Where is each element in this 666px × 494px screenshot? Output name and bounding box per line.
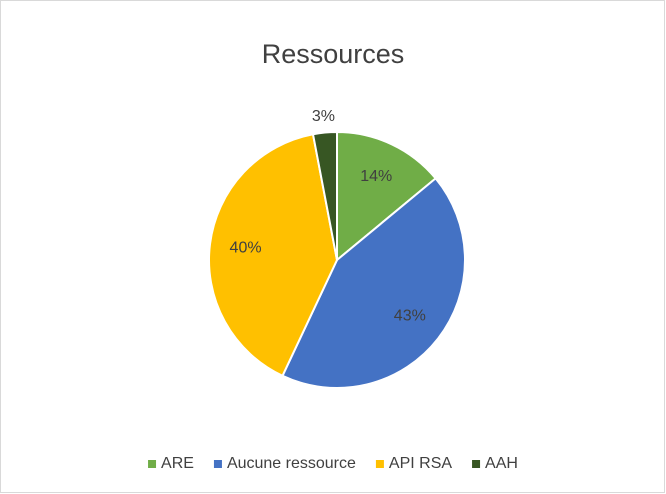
- legend-label: API RSA: [389, 455, 452, 472]
- legend-label: Aucune ressource: [227, 455, 356, 472]
- data-label: 14%: [360, 168, 392, 185]
- legend-swatch: [375, 460, 384, 468]
- pie-slice: [336, 130, 438, 263]
- data-label: 40%: [230, 240, 262, 257]
- data-label: 43%: [394, 308, 426, 325]
- legend-swatch: [148, 460, 157, 468]
- data-label: 3%: [312, 108, 335, 125]
- pie-slice: [311, 130, 338, 261]
- legend-swatch: [213, 460, 222, 468]
- legend-label: AAH: [485, 455, 518, 472]
- pie-slice: [208, 133, 339, 378]
- pie-slice: [281, 177, 466, 389]
- legend: ARE Aucune ressource API RSA AAH: [148, 455, 518, 472]
- legend-swatch: [472, 460, 481, 468]
- chart-title: Ressources: [262, 39, 405, 69]
- legend-label: ARE: [161, 455, 194, 472]
